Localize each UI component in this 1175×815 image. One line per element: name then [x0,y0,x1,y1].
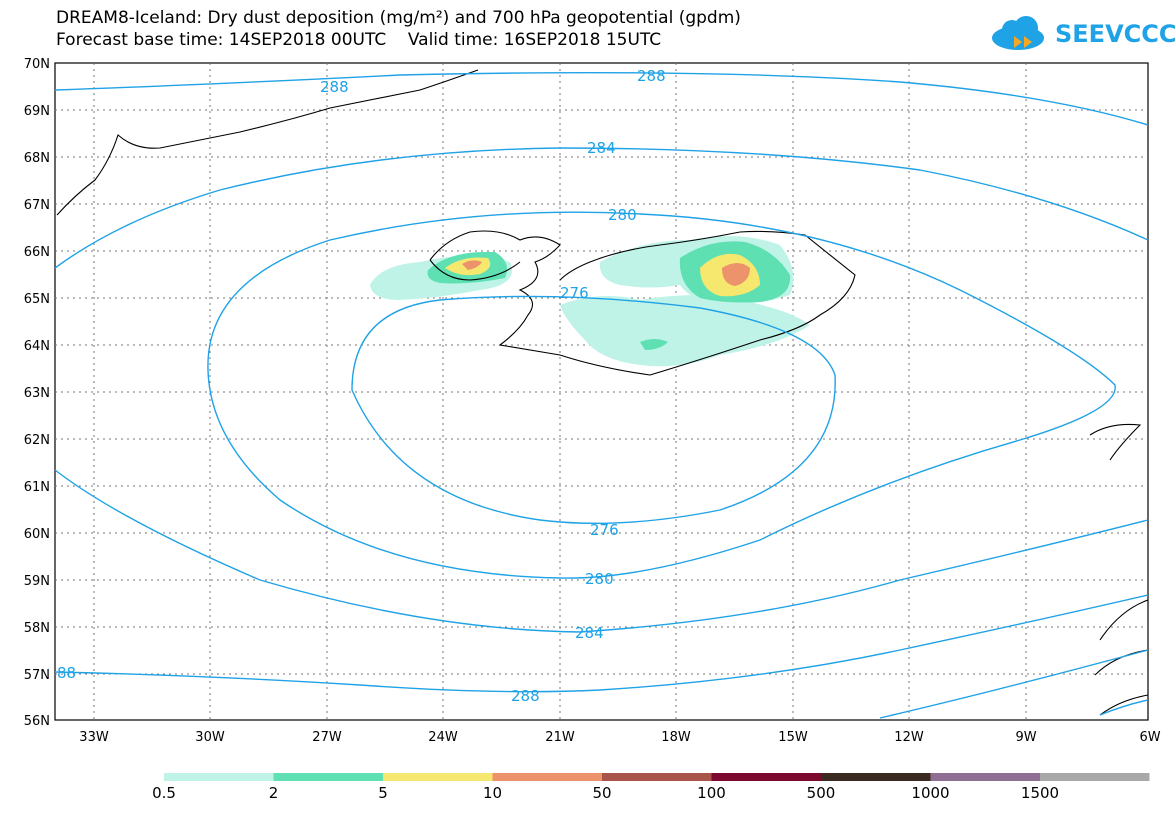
legend-label: 100 [697,784,726,802]
chart-subtitle-times: Forecast base time: 14SEP2018 00UTC Vali… [56,30,662,50]
lat-tick-label: 65N [24,292,50,307]
legend-label: 1000 [911,784,949,802]
coastlines [56,69,1149,716]
lat-tick-label: 64N [24,339,50,354]
legend-label: 1500 [1021,784,1059,802]
legend-color-swatch [273,773,383,781]
contour-label: 276 [590,521,619,539]
contour-label: 288 [637,67,666,85]
lat-tick-label: 57N [24,668,50,683]
contour-label: 284 [575,624,604,642]
legend-color-swatch [930,773,1040,781]
lon-tick-label: 9W [1015,730,1036,745]
legend-label: 0.5 [152,784,176,802]
cloud-logo-icon [992,16,1044,50]
legend-color-swatch [821,773,931,781]
lon-tick-label: 12W [894,730,924,745]
contour-label: 280 [608,206,637,224]
lat-tick-label: 60N [24,527,50,542]
legend-color-swatch [1040,773,1150,781]
legend-label: 5 [378,784,388,802]
lat-tick-label: 70N [24,57,50,72]
seevccc-logo [988,14,1168,54]
color-legend: 0.5 2 5 10 50 100 500 1000 1500 [152,773,1150,802]
lon-tick-label: 30W [195,730,225,745]
lat-tick-label: 61N [24,480,50,495]
lat-tick-label: 59N [24,574,50,589]
geopotential-contours [54,71,1149,719]
lon-tick-label: 15W [778,730,808,745]
logo-text: SEEVCCC [1055,20,1175,48]
lon-tick-label: 6W [1139,730,1160,745]
lon-tick-label: 18W [661,730,691,745]
lat-tick-label: 66N [24,245,50,260]
lat-tick-label: 62N [24,433,50,448]
legend-color-swatch [711,773,821,781]
contour-label: 288 [320,78,349,96]
legend-color-swatch [602,773,712,781]
legend-color-swatch [164,773,274,781]
latitude-axis: 70N 69N 68N 67N 66N 65N 64N 63N 62N 61N … [24,57,50,729]
lon-tick-label: 33W [79,730,109,745]
legend-label: 10 [483,784,502,802]
lat-tick-label: 58N [24,621,50,636]
lon-tick-label: 24W [428,730,458,745]
contour-label: 88 [57,664,76,682]
lat-tick-label: 56N [24,714,50,729]
lat-tick-label: 68N [24,151,50,166]
contour-labels: 288 288 284 280 276 276 280 284 288 88 [57,67,666,705]
lon-tick-label: 21W [545,730,575,745]
graticule [55,63,1148,720]
legend-color-swatch [383,773,493,781]
lat-tick-label: 67N [24,198,50,213]
legend-label: 2 [269,784,279,802]
contour-label: 280 [585,570,614,588]
lat-tick-label: 63N [24,386,50,401]
legend-label: 500 [807,784,836,802]
lat-tick-label: 69N [24,104,50,119]
contour-label: 284 [587,139,616,157]
chart-title: DREAM8-Iceland: Dry dust deposition (mg/… [56,8,741,28]
longitude-axis: 33W 30W 27W 24W 21W 18W 15W 12W 9W 6W [79,730,1160,745]
contour-label: 288 [511,687,540,705]
legend-label: 50 [592,784,611,802]
lon-tick-label: 27W [312,730,342,745]
legend-color-swatch [492,773,602,781]
contour-label: 276 [560,284,589,302]
